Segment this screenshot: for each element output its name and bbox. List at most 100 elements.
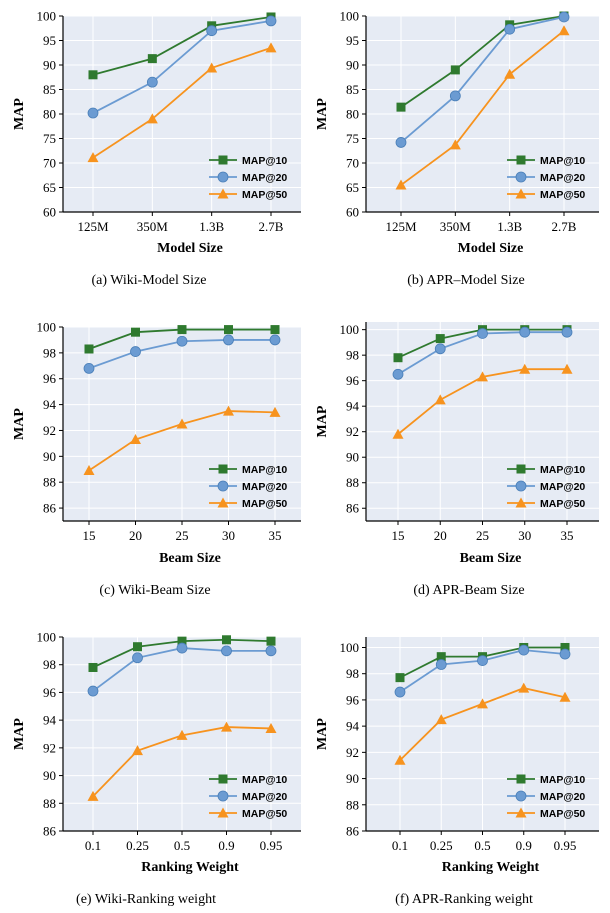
legend-marker	[515, 171, 527, 183]
y-tick-label: 100	[37, 9, 57, 24]
x-tick-label: 0.25	[126, 838, 149, 853]
data-point-map-at-10	[450, 65, 460, 75]
data-point-map-at-20	[146, 76, 158, 88]
data-point-map-at-10	[84, 344, 94, 354]
data-point-map-at-20	[176, 335, 188, 347]
y-axis-label: MAP	[12, 718, 27, 750]
legend-marker	[515, 480, 527, 492]
data-point-map-at-20	[449, 90, 461, 102]
legend-marker	[218, 774, 228, 784]
y-tick-label: 92	[43, 740, 56, 755]
x-tick-label: 125M	[77, 219, 109, 234]
data-point-map-at-20	[87, 107, 99, 119]
y-tick-label: 90	[346, 771, 359, 786]
data-point-map-at-20	[394, 686, 406, 698]
y-axis-label: MAP	[12, 98, 27, 130]
data-point-map-at-20	[87, 685, 99, 697]
panel-caption: (d) APR-Beam Size	[413, 583, 524, 598]
panel-caption: (a) Wiki-Model Size	[91, 273, 206, 288]
legend-marker	[516, 774, 526, 784]
legend-label: MAP@10	[242, 464, 287, 476]
chart-panel-a: 60 65 70 75 80 85 90 95 100 125M 350M 1.3B 2.7B Model…	[12, 9, 301, 288]
data-point-map-at-20	[269, 334, 281, 346]
legend-label: MAP@50	[540, 498, 585, 510]
y-tick-label: 98	[346, 348, 359, 363]
y-tick-label: 60	[346, 205, 359, 220]
y-tick-label: 86	[43, 501, 57, 516]
x-axis-label: Model Size	[157, 241, 223, 256]
legend-label: MAP@50	[242, 808, 287, 820]
legend-label: MAP@50	[540, 189, 585, 201]
y-tick-label: 80	[346, 107, 359, 122]
legend-marker	[218, 155, 228, 165]
data-point-map-at-50	[176, 418, 188, 429]
legend-label: MAP@50	[242, 498, 287, 510]
series-line-map-at-20	[400, 16, 565, 144]
legend-marker	[515, 497, 527, 508]
data-point-map-at-10	[560, 642, 570, 652]
data-point-map-at-50	[394, 754, 406, 765]
data-point-map-at-10	[133, 642, 142, 652]
data-point-map-at-20	[477, 655, 488, 666]
y-tick-label: 100	[340, 9, 360, 24]
legend-label: MAP@20	[242, 791, 287, 803]
x-tick-label: 30	[518, 528, 531, 543]
legend-marker	[217, 480, 229, 492]
y-tick-label: 94	[43, 397, 57, 412]
data-point-map-at-20	[519, 326, 531, 338]
data-point-map-at-10	[131, 327, 140, 337]
legend-label: MAP@10	[242, 774, 287, 786]
legend-marker	[217, 497, 229, 508]
data-point-map-at-50	[518, 682, 530, 693]
data-point-map-at-20	[132, 652, 143, 664]
x-tick-label: 1.3B	[199, 219, 224, 234]
x-tick-label: 0.5	[174, 838, 190, 853]
y-tick-label: 98	[43, 657, 56, 672]
legend-marker	[217, 790, 229, 802]
data-point-map-at-50	[392, 428, 404, 439]
data-point-map-at-50	[477, 698, 488, 709]
x-axis-label: Model Size	[458, 241, 524, 256]
x-tick-label: 350M	[137, 219, 169, 234]
panel-caption: (c) Wiki-Beam Size	[99, 583, 210, 598]
y-tick-label: 85	[43, 82, 56, 97]
y-tick-label: 90	[43, 58, 56, 73]
y-tick-label: 96	[346, 692, 360, 707]
chart-panel-c: 86 88 90 92 94 96 98 100 15 20 25 30 35 Beam Size MAP M…	[12, 320, 301, 598]
x-tick-label: 30	[222, 528, 235, 543]
data-point-map-at-10	[88, 70, 98, 80]
x-tick-label: 0.25	[430, 838, 453, 853]
y-tick-label: 70	[43, 156, 56, 171]
data-point-map-at-20	[130, 346, 141, 357]
legend-label: MAP@20	[540, 172, 585, 184]
data-point-map-at-20	[477, 328, 488, 339]
legend-marker	[516, 155, 526, 165]
data-point-map-at-20	[558, 11, 570, 23]
data-point-map-at-10	[266, 636, 276, 646]
y-tick-label: 75	[43, 131, 56, 146]
data-point-map-at-50	[395, 179, 407, 190]
y-tick-label: 100	[340, 322, 360, 337]
data-point-map-at-20	[223, 334, 234, 346]
y-axis-label: MAP	[315, 718, 330, 750]
data-point-map-at-20	[265, 15, 277, 27]
legend-label: MAP@50	[540, 808, 585, 820]
data-point-map-at-10	[435, 334, 445, 344]
data-point-map-at-50	[269, 406, 281, 417]
data-point-map-at-50	[265, 42, 277, 53]
y-tick-label: 92	[43, 423, 56, 438]
data-point-map-at-20	[434, 343, 446, 355]
x-tick-label: 0.9	[218, 838, 234, 853]
y-tick-label: 94	[43, 713, 57, 728]
x-tick-label: 0.95	[554, 838, 577, 853]
data-point-map-at-20	[176, 642, 188, 654]
y-tick-label: 65	[346, 180, 359, 195]
data-point-map-at-50	[176, 729, 188, 740]
data-point-map-at-20	[504, 23, 516, 35]
legend-label: MAP@20	[540, 791, 585, 803]
data-point-map-at-10	[177, 325, 187, 335]
data-point-map-at-50	[130, 434, 141, 445]
legend-marker	[515, 188, 527, 199]
y-tick-label: 75	[346, 131, 359, 146]
